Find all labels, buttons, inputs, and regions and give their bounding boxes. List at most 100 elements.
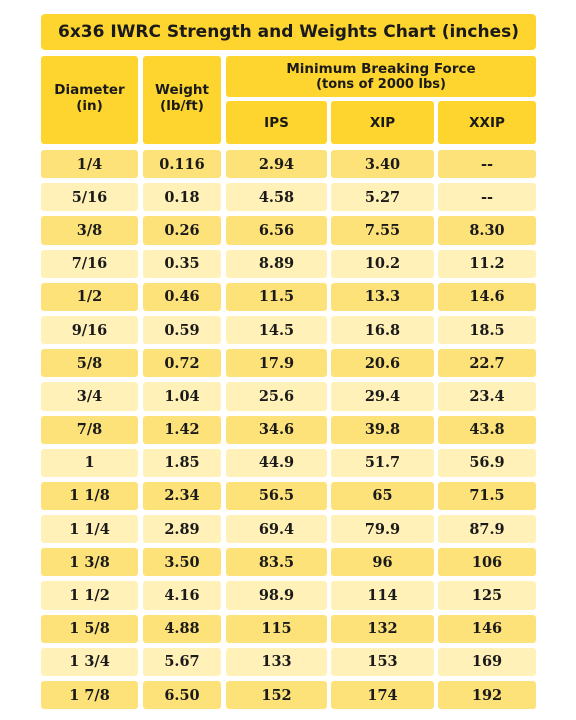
ips-cell: 152 [226,681,327,710]
ips-cell: 83.5 [226,548,327,577]
weight-cell: 0.26 [143,216,221,245]
diameter-cell: 1/2 [41,282,138,311]
header-mbf-unit: (tons of 2000 lbs) [316,76,446,92]
xxip-cell: 8.30 [438,216,536,245]
xip-cell: 114 [331,581,434,610]
diameter-cell: 7/16 [41,249,138,278]
table-row: 3/8 0.26 6.56 7.55 8.30 [41,216,536,245]
header-diameter-label: Diameter [54,82,125,98]
xip-cell: 174 [331,681,434,710]
header-weight-unit: (lb/ft) [160,98,204,114]
table-row: 5/16 0.18 4.58 5.27 -- [41,183,536,212]
header-diameter-unit: (in) [76,98,103,114]
diameter-cell: 3/4 [41,382,138,411]
xip-cell: 96 [331,548,434,577]
xip-cell: 13.3 [331,282,434,311]
weight-cell: 5.67 [143,647,221,676]
weight-cell: 6.50 [143,681,221,710]
table-row: 1 3/4 5.67 133 153 169 [41,647,536,676]
xip-cell: 20.6 [331,349,434,378]
table-row: 1/2 0.46 11.5 13.3 14.6 [41,282,536,311]
chart-title: 6x36 IWRC Strength and Weights Chart (in… [41,14,536,50]
table-row: 7/16 0.35 8.89 10.2 11.2 [41,249,536,278]
weight-cell: 4.88 [143,614,221,643]
xxip-cell: 56.9 [438,448,536,477]
ips-cell: 8.89 [226,249,327,278]
weight-cell: 0.116 [143,150,221,179]
weight-cell: 1.42 [143,415,221,444]
diameter-cell: 1 5/8 [41,614,138,643]
ips-cell: 115 [226,614,327,643]
ips-cell: 133 [226,647,327,676]
diameter-cell: 1/4 [41,150,138,179]
xip-cell: 29.4 [331,382,434,411]
header-weight: Weight (lb/ft) [143,56,221,144]
xip-cell: 16.8 [331,315,434,345]
xxip-cell: 22.7 [438,349,536,378]
diameter-cell: 1 7/8 [41,681,138,710]
xxip-cell: 169 [438,647,536,676]
header-weight-label: Weight [155,82,209,98]
xxip-cell: 11.2 [438,249,536,278]
xxip-cell: 71.5 [438,481,536,511]
diameter-cell: 3/8 [41,216,138,245]
weight-cell: 2.89 [143,515,221,544]
table-row: 3/4 1.04 25.6 29.4 23.4 [41,382,536,411]
xip-cell: 132 [331,614,434,643]
xxip-cell: -- [438,183,536,212]
weight-cell: 3.50 [143,548,221,577]
header-ips: IPS [226,101,327,144]
table-row: 1 1/8 2.34 56.5 65 71.5 [41,481,536,511]
weight-cell: 0.72 [143,349,221,378]
header-xxip: XXIP [438,101,536,144]
xxip-cell: -- [438,150,536,179]
ips-cell: 14.5 [226,315,327,345]
table-row: 1 1/4 2.89 69.4 79.9 87.9 [41,515,536,544]
ips-cell: 11.5 [226,282,327,311]
xxip-cell: 14.6 [438,282,536,311]
table-row: 5/8 0.72 17.9 20.6 22.7 [41,349,536,378]
table-row: 1/4 0.116 2.94 3.40 -- [41,150,536,179]
weight-cell: 0.59 [143,315,221,345]
ips-cell: 6.56 [226,216,327,245]
xip-cell: 39.8 [331,415,434,444]
xxip-cell: 23.4 [438,382,536,411]
table-row: 1 1/2 4.16 98.9 114 125 [41,581,536,610]
weight-cell: 1.04 [143,382,221,411]
header-minimum-breaking-force: Minimum Breaking Force (tons of 2000 lbs… [226,56,536,97]
ips-cell: 98.9 [226,581,327,610]
diameter-cell: 1 1/2 [41,581,138,610]
xxip-cell: 106 [438,548,536,577]
diameter-cell: 7/8 [41,415,138,444]
ips-cell: 69.4 [226,515,327,544]
xip-cell: 3.40 [331,150,434,179]
xip-cell: 79.9 [331,515,434,544]
ips-cell: 17.9 [226,349,327,378]
xip-cell: 65 [331,481,434,511]
xxip-cell: 125 [438,581,536,610]
ips-cell: 2.94 [226,150,327,179]
xip-cell: 7.55 [331,216,434,245]
table-row: 7/8 1.42 34.6 39.8 43.8 [41,415,536,444]
xip-cell: 10.2 [331,249,434,278]
weight-cell: 0.18 [143,183,221,212]
table-row: 1 5/8 4.88 115 132 146 [41,614,536,643]
weight-cell: 4.16 [143,581,221,610]
table-header: Diameter (in) Weight (lb/ft) Minimum Bre… [41,56,536,144]
weight-cell: 0.35 [143,249,221,278]
xxip-cell: 87.9 [438,515,536,544]
diameter-cell: 5/16 [41,183,138,212]
ips-cell: 44.9 [226,448,327,477]
diameter-cell: 9/16 [41,315,138,345]
ips-cell: 56.5 [226,481,327,511]
table-row: 9/16 0.59 14.5 16.8 18.5 [41,315,536,345]
xxip-cell: 43.8 [438,415,536,444]
ips-cell: 34.6 [226,415,327,444]
header-xip: XIP [331,101,434,144]
diameter-cell: 5/8 [41,349,138,378]
header-mbf-label: Minimum Breaking Force [286,60,476,77]
diameter-cell: 1 1/8 [41,481,138,511]
ips-cell: 25.6 [226,382,327,411]
table-row: 1 1.85 44.9 51.7 56.9 [41,448,536,477]
xip-cell: 51.7 [331,448,434,477]
